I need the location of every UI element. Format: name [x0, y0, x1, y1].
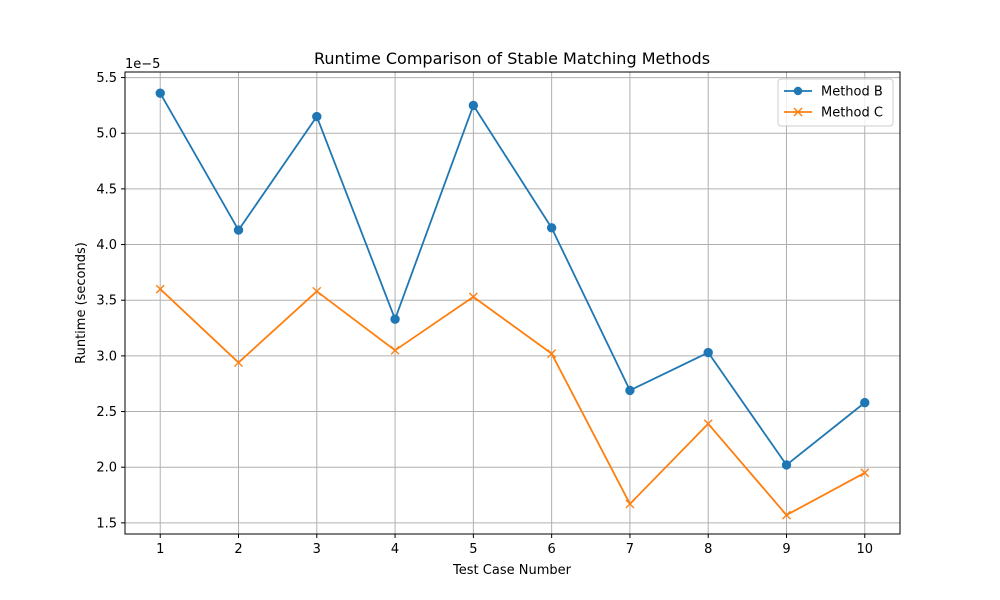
grid	[125, 72, 900, 534]
data-point	[860, 468, 870, 478]
y-tick-label: 5.5	[96, 71, 117, 86]
legend: Method B Method C	[777, 78, 894, 127]
data-point	[546, 223, 557, 233]
x-tick-label: 9	[782, 542, 790, 557]
data-point	[155, 284, 165, 294]
data-point	[155, 88, 165, 98]
data-point	[233, 225, 244, 235]
axis-ticks: 1 2 3 4 5 6 7 8 9 10 1.5 2.0 2.5 3.0 3.5 4.0 4.5 5.0 5.5	[96, 71, 873, 557]
y-tick-label: 4.5	[96, 182, 117, 197]
data-point	[703, 419, 713, 429]
legend-marker	[793, 107, 803, 117]
x-tick-label: 7	[626, 542, 634, 557]
y-tick-label: 1.5	[96, 516, 117, 531]
data-point	[234, 358, 244, 368]
legend-marker	[793, 86, 803, 96]
data-point	[547, 349, 557, 359]
legend-item: Method C	[784, 106, 883, 121]
series-method-b	[155, 88, 870, 470]
data-point	[625, 385, 635, 396]
plot-frame	[124, 71, 901, 535]
y-axis-label: Runtime (seconds)	[74, 242, 89, 364]
legend-item: Method B	[784, 85, 883, 100]
x-tick-label: 6	[548, 542, 556, 557]
series-layer	[155, 88, 870, 520]
data-point	[625, 499, 635, 509]
series-line	[159, 92, 866, 466]
legend-label: Method C	[821, 106, 883, 121]
data-point	[468, 292, 478, 302]
x-axis-label: Test Case Number	[452, 563, 572, 578]
y-tick-label: 3.5	[96, 294, 117, 309]
legend-label: Method B	[821, 85, 883, 100]
x-tick-label: 8	[704, 542, 712, 557]
y-axis-offset-label: 1e−5	[125, 57, 160, 72]
series-line	[159, 288, 866, 516]
y-tick-label: 4.0	[96, 238, 117, 253]
data-point	[703, 347, 713, 358]
x-tick-label: 3	[313, 542, 321, 557]
x-tick-label: 1	[156, 542, 164, 557]
y-tick-label: 3.0	[96, 349, 117, 364]
x-tick-label: 5	[469, 542, 477, 557]
data-point	[860, 397, 870, 408]
x-tick-label: 10	[856, 542, 873, 557]
x-tick-label: 2	[234, 542, 242, 557]
data-point	[468, 100, 479, 111]
data-point	[390, 345, 400, 355]
x-tick-label: 4	[391, 542, 399, 557]
y-tick-label: 2.0	[96, 461, 117, 476]
data-point	[312, 111, 322, 122]
series-method-c	[155, 284, 870, 520]
data-point	[781, 460, 792, 470]
data-point	[781, 510, 791, 520]
chart-title: Runtime Comparison of Stable Matching Me…	[314, 49, 710, 68]
y-tick-label: 5.0	[96, 127, 117, 142]
data-point	[312, 286, 322, 296]
data-point	[390, 314, 400, 324]
y-tick-label: 2.5	[96, 405, 117, 420]
